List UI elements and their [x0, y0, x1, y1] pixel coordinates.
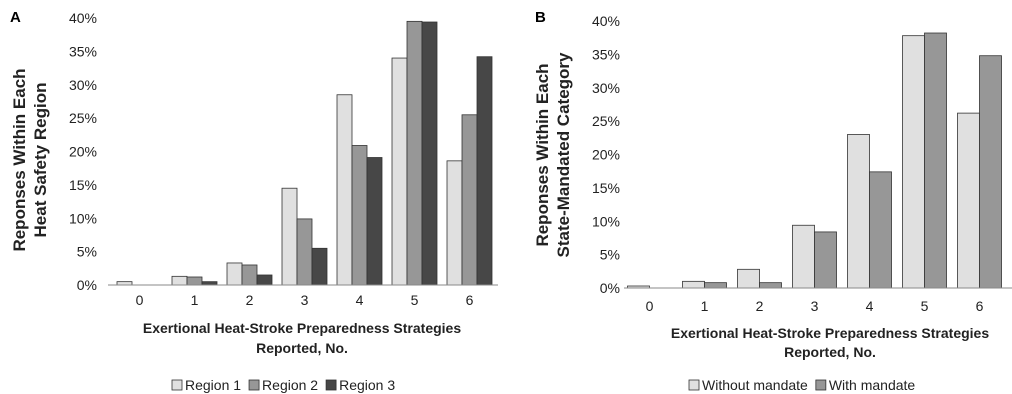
x-tick-label-5: 5	[411, 292, 419, 308]
bar-region-1-0	[116, 281, 133, 286]
legend-label-region-2: Region 2	[262, 377, 318, 393]
bar-region-2-6	[461, 114, 478, 286]
y-tick-label: 0%	[600, 280, 620, 296]
x-tick-label-2: 2	[246, 292, 254, 308]
y-tick-label: 5%	[600, 247, 620, 263]
x-tick-label-3: 3	[301, 292, 309, 308]
y-axis-label-b-line2: State-Mandated Category	[554, 52, 573, 258]
x-ticks-a: 0 1 2 3 4 5 6	[136, 292, 474, 308]
bar-region-1-3	[281, 187, 298, 286]
y-tick-label: 15%	[69, 177, 97, 193]
legend-label-region-1: Region 1	[185, 377, 241, 393]
bar-region-3-2	[256, 274, 273, 286]
x-tick-label-6: 6	[466, 292, 474, 308]
bar-with-mandate-1	[704, 282, 727, 289]
y-tick-label: 20%	[592, 147, 620, 163]
bar-with-mandate-2	[759, 282, 782, 289]
y-tick-label: 20%	[69, 144, 97, 160]
y-tick-label: 30%	[69, 77, 97, 93]
y-tick-label: 10%	[592, 213, 620, 229]
y-tick-label: 35%	[69, 43, 97, 59]
bar-region-2-5	[406, 20, 423, 286]
bar-region-2-1	[186, 276, 203, 286]
legend-label-region-3: Region 3	[339, 377, 395, 393]
bars-b	[627, 32, 1002, 289]
chart-panel-a: A Reponses Within Each Heat Safety Regio…	[10, 9, 498, 393]
bar-without-mandate-2	[737, 268, 760, 289]
x-axis-label-b-line2: Reported, No.	[784, 344, 876, 360]
bar-with-mandate-6	[979, 55, 1002, 289]
bar-without-mandate-1	[682, 280, 705, 289]
bar-region-3-4	[366, 157, 383, 286]
y-tick-label: 10%	[69, 210, 97, 226]
x-tick-label-6: 6	[976, 298, 984, 314]
bars-a	[116, 20, 493, 286]
x-tick-label-3: 3	[811, 298, 819, 314]
y-tick-label: 0%	[77, 277, 97, 293]
legend-a: Region 1 Region 2 Region 3	[171, 377, 395, 393]
x-tick-label-4: 4	[356, 292, 364, 308]
y-tick-label: 35%	[592, 46, 620, 62]
x-tick-label-0: 0	[136, 292, 144, 308]
bar-region-1-4	[336, 94, 353, 286]
bar-without-mandate-4	[847, 134, 870, 289]
x-tick-label-4: 4	[866, 298, 874, 314]
y-axis-label-a-line1: Reponses Within Each	[10, 68, 29, 251]
y-tick-label: 25%	[592, 113, 620, 129]
bar-region-3-6	[476, 56, 493, 286]
y-tick-label: 40%	[592, 13, 620, 29]
legend-label-without-mandate: Without mandate	[702, 377, 808, 393]
y-tick-label: 5%	[77, 244, 97, 260]
bar-with-mandate-3	[814, 231, 837, 289]
y-axis-label-a-line2: Heat Safety Region	[31, 83, 50, 238]
x-tick-label-1: 1	[701, 298, 709, 314]
bar-region-3-3	[311, 247, 328, 286]
y-axis-label-b-line1: Reponses Within Each	[533, 63, 552, 246]
x-tick-label-5: 5	[921, 298, 929, 314]
bar-region-1-5	[391, 57, 408, 286]
y-ticks-a: 0% 5% 10% 15% 20% 25% 30% 35% 40%	[69, 10, 97, 293]
bar-region-2-4	[351, 145, 368, 286]
panel-label-a: A	[10, 9, 21, 26]
chart-b-svg: B Reponses Within Each State-Mandated Ca…	[533, 9, 1012, 393]
x-axis-label-a-line2: Reported, No.	[256, 340, 348, 356]
legend-swatch-region-3	[325, 379, 337, 391]
x-tick-label-1: 1	[191, 292, 199, 308]
x-tick-label-0: 0	[646, 298, 654, 314]
legend-swatch-region-2	[248, 379, 260, 391]
bar-region-2-3	[296, 218, 313, 286]
legend-swatch-region-1	[171, 379, 183, 391]
legend-swatch-with-mandate	[815, 379, 827, 391]
y-tick-label: 30%	[592, 80, 620, 96]
bar-region-1-6	[446, 160, 463, 286]
bar-without-mandate-5	[902, 35, 925, 289]
x-tick-label-2: 2	[756, 298, 764, 314]
bar-without-mandate-6	[957, 112, 980, 289]
bar-with-mandate-4	[869, 171, 892, 289]
legend-label-with-mandate: With mandate	[829, 377, 916, 393]
panel-label-b: B	[535, 9, 546, 26]
bar-region-1-2	[226, 262, 243, 286]
x-axis-label-a-line1: Exertional Heat-Stroke Preparedness Stra…	[143, 320, 461, 336]
chart-panel-b: B Reponses Within Each State-Mandated Ca…	[506, 0, 1012, 394]
bar-region-3-1	[201, 281, 218, 286]
bar-region-2-2	[241, 264, 258, 286]
bar-without-mandate-3	[792, 224, 815, 289]
x-axis-label-b-line1: Exertional Heat-Stroke Preparedness Stra…	[671, 325, 989, 341]
y-tick-label: 15%	[592, 180, 620, 196]
y-ticks-b: 0% 5% 10% 15% 20% 25% 30% 35% 40%	[592, 13, 620, 296]
legend-b: Without mandate With mandate	[688, 377, 916, 393]
bar-region-1-1	[171, 275, 188, 286]
bar-with-mandate-5	[924, 32, 947, 289]
x-ticks-b: 0 1 2 3 4 5 6	[646, 298, 984, 314]
chart-a-svg: A Reponses Within Each Heat Safety Regio…	[10, 9, 498, 393]
y-tick-label: 40%	[69, 10, 97, 26]
y-tick-label: 25%	[69, 110, 97, 126]
bar-region-3-5	[421, 21, 438, 286]
legend-swatch-without-mandate	[688, 379, 700, 391]
